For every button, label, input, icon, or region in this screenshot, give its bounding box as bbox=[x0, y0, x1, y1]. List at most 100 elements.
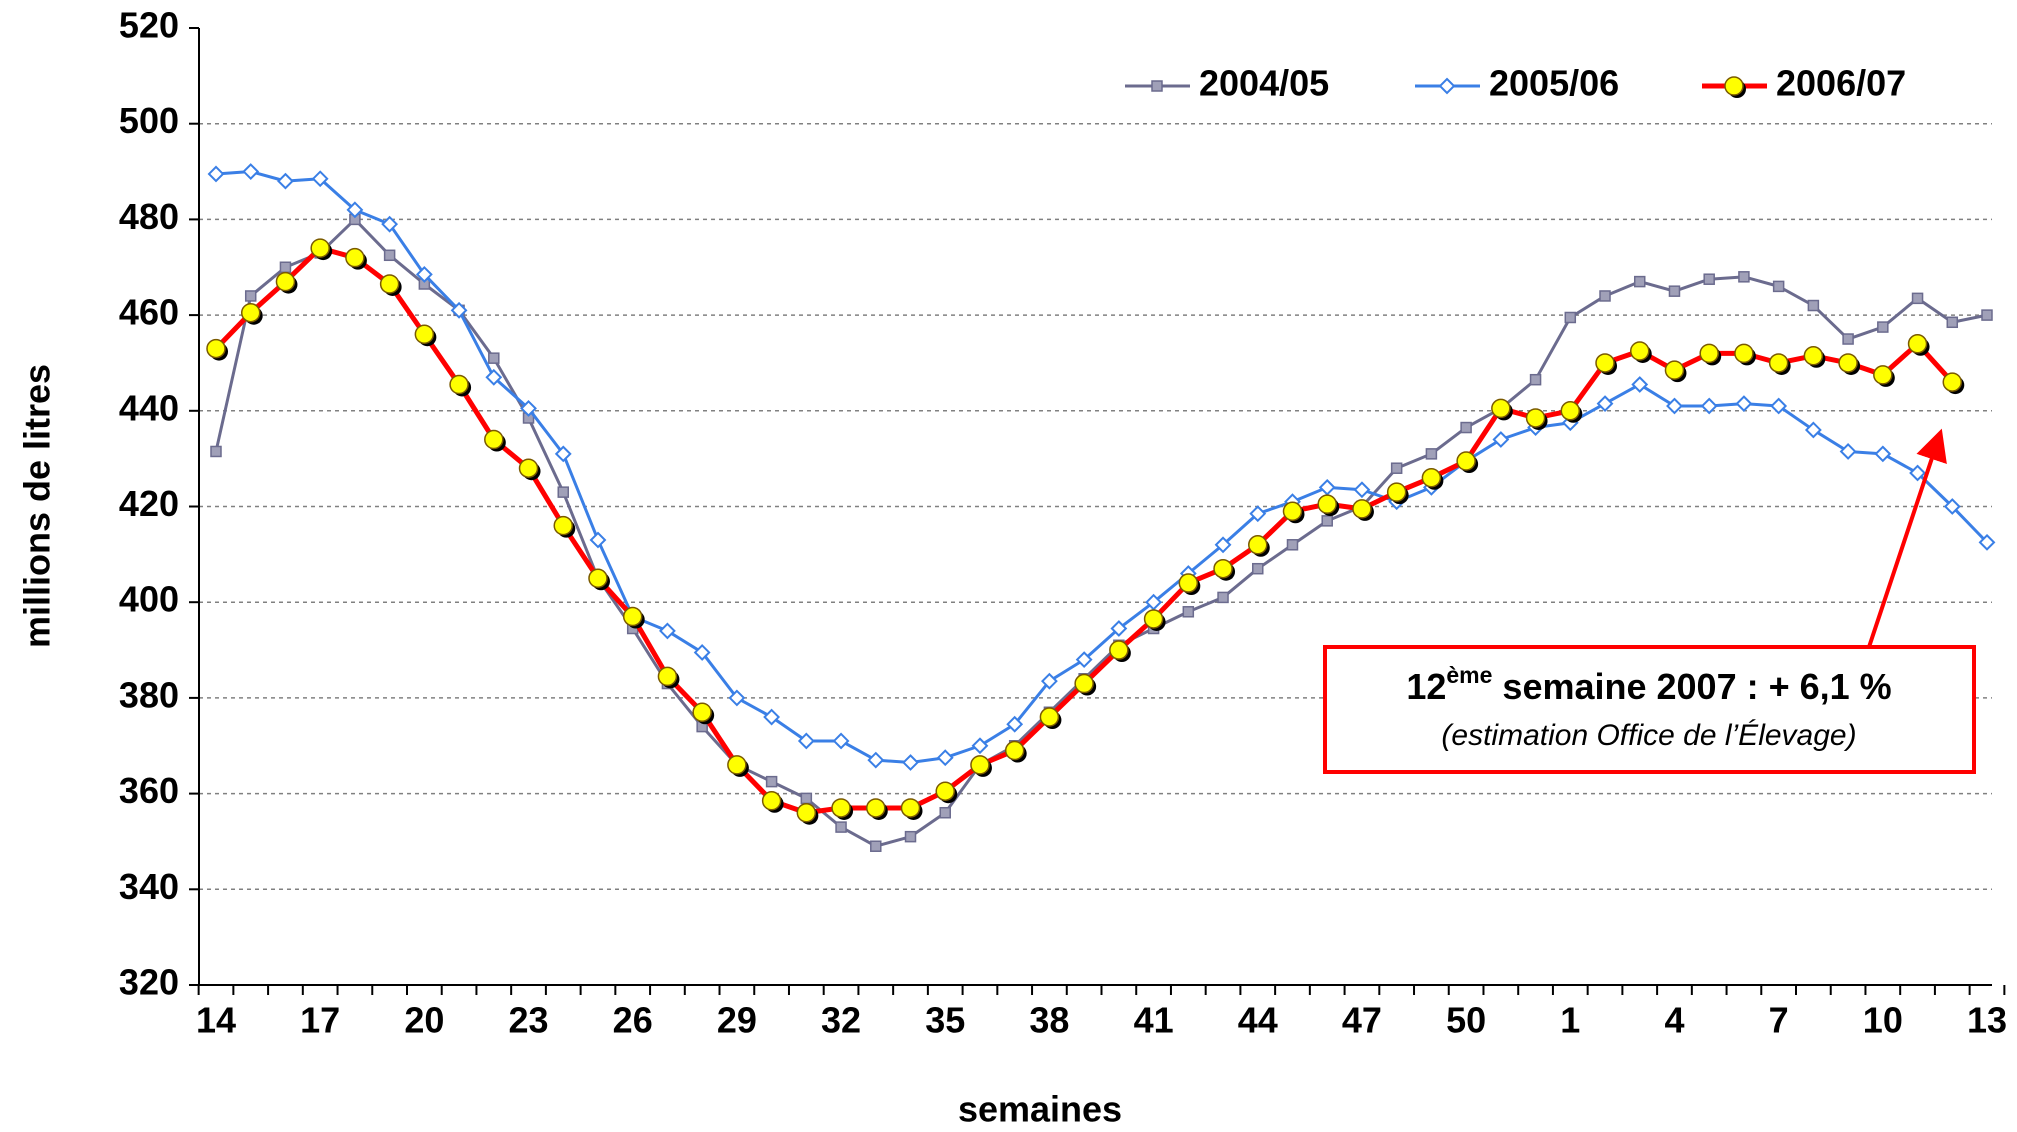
point bbox=[1074, 673, 1094, 694]
x-tick-label: 26 bbox=[613, 1000, 653, 1041]
y-tick-label: 520 bbox=[119, 5, 179, 46]
point bbox=[588, 568, 608, 589]
point bbox=[1735, 395, 1753, 413]
point bbox=[415, 266, 433, 283]
y-tick-label: 340 bbox=[119, 866, 179, 907]
point bbox=[693, 644, 711, 661]
point bbox=[1040, 672, 1058, 690]
annotation-text: semaine 2007 : + 6,1 % bbox=[1502, 666, 1891, 707]
point bbox=[554, 445, 572, 463]
point bbox=[1599, 290, 1611, 302]
x-tick-label: 10 bbox=[1863, 1000, 1903, 1041]
point bbox=[1182, 606, 1195, 618]
point bbox=[242, 163, 260, 180]
point bbox=[971, 737, 989, 755]
point bbox=[518, 458, 539, 478]
point bbox=[1842, 333, 1854, 345]
point bbox=[1768, 353, 1789, 373]
point bbox=[622, 606, 643, 627]
point bbox=[1772, 280, 1785, 293]
point bbox=[484, 429, 504, 450]
y-tick-label: 500 bbox=[119, 100, 179, 141]
y-tick-label: 440 bbox=[119, 387, 179, 428]
point bbox=[657, 666, 678, 687]
point bbox=[589, 531, 607, 549]
point bbox=[1666, 397, 1683, 415]
point bbox=[414, 324, 435, 344]
point bbox=[659, 622, 676, 640]
point bbox=[796, 802, 817, 823]
point bbox=[553, 515, 574, 536]
point bbox=[379, 274, 400, 294]
annotation-superscript: ème bbox=[1446, 662, 1492, 688]
legend-marker bbox=[1151, 80, 1163, 92]
point bbox=[728, 689, 746, 707]
point bbox=[1596, 395, 1614, 413]
point bbox=[831, 798, 851, 818]
point bbox=[557, 486, 570, 498]
x-tick-label: 32 bbox=[821, 1000, 861, 1041]
point bbox=[866, 798, 886, 818]
point bbox=[1321, 515, 1333, 527]
point bbox=[1909, 464, 1926, 482]
point bbox=[1425, 448, 1438, 460]
point bbox=[1838, 353, 1858, 373]
x-tick-label: 7 bbox=[1769, 1000, 1789, 1041]
point bbox=[1386, 482, 1407, 502]
y-tick-label: 380 bbox=[119, 674, 179, 715]
point bbox=[1668, 285, 1681, 297]
point bbox=[1214, 536, 1232, 554]
point bbox=[206, 338, 226, 359]
point bbox=[381, 215, 399, 233]
point bbox=[277, 172, 294, 190]
point bbox=[900, 798, 921, 818]
point bbox=[1178, 573, 1199, 593]
x-tick-label: 35 bbox=[925, 1000, 965, 1041]
y-tick-label: 360 bbox=[119, 770, 179, 811]
point bbox=[279, 261, 292, 273]
point bbox=[1249, 505, 1267, 523]
point bbox=[1981, 309, 1993, 321]
legend-item: 2005/06 bbox=[1415, 63, 1619, 104]
x-tick-label: 20 bbox=[404, 1000, 444, 1041]
point bbox=[727, 755, 747, 775]
point bbox=[1491, 398, 1511, 419]
x-tick-label: 4 bbox=[1664, 1000, 1684, 1041]
y-tick-label: 320 bbox=[119, 962, 179, 1003]
point bbox=[1529, 373, 1542, 386]
legend-item: 2006/07 bbox=[1702, 63, 1906, 104]
point bbox=[1978, 533, 1996, 551]
point bbox=[832, 732, 850, 750]
annotation-box bbox=[1323, 645, 1976, 774]
point bbox=[1353, 481, 1371, 499]
x-tick-label: 23 bbox=[509, 1000, 549, 1041]
point bbox=[1456, 451, 1476, 471]
point bbox=[450, 301, 468, 319]
point bbox=[1286, 539, 1299, 551]
point bbox=[936, 749, 954, 767]
x-tick-label: 47 bbox=[1342, 1000, 1382, 1041]
x-tick-label: 38 bbox=[1029, 1000, 1069, 1041]
point bbox=[1317, 494, 1337, 514]
point bbox=[692, 702, 712, 723]
point bbox=[1839, 443, 1857, 460]
point bbox=[763, 708, 781, 726]
point bbox=[520, 399, 537, 417]
point bbox=[1703, 273, 1715, 285]
point bbox=[275, 271, 296, 292]
point bbox=[761, 791, 782, 811]
y-tick-label: 420 bbox=[119, 483, 179, 524]
point bbox=[765, 775, 778, 788]
annotation-number: 12 bbox=[1406, 666, 1446, 707]
point bbox=[1807, 299, 1820, 312]
annotation-arrow bbox=[1867, 428, 1947, 648]
point bbox=[1110, 620, 1128, 637]
legend-label: 2005/06 bbox=[1489, 63, 1619, 104]
point bbox=[1943, 498, 1961, 515]
point bbox=[210, 445, 222, 458]
series-line bbox=[215, 170, 1989, 764]
point bbox=[346, 201, 364, 219]
annotation-note: (estimation Office de l’Élevage) bbox=[1441, 719, 1856, 752]
legend-marker bbox=[1724, 76, 1744, 96]
